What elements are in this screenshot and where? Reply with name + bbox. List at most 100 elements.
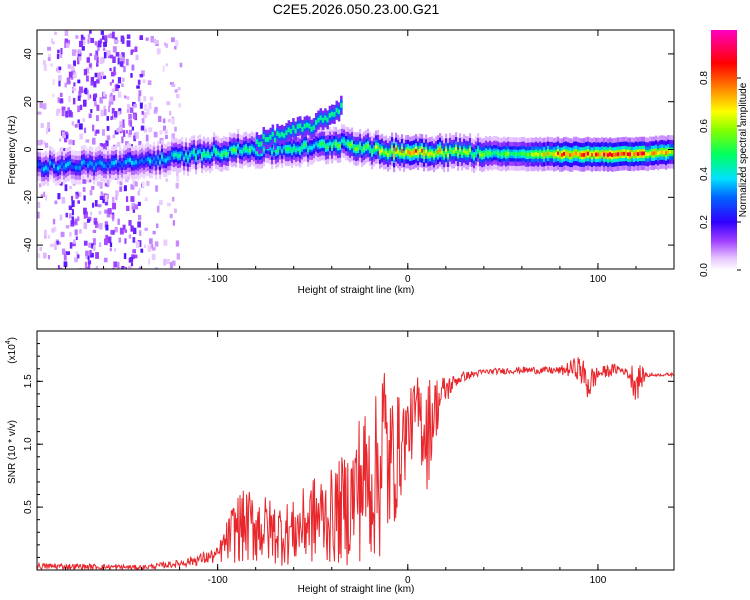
- heatmap-ridge-cell: [393, 153, 396, 158]
- heatmap-ridge-cell: [549, 152, 552, 156]
- heatmap-ridge-cell: [345, 141, 348, 146]
- heatmap-ridge-cell: [457, 152, 460, 156]
- heatmap-noise-cell: [87, 39, 90, 44]
- heatmap-ridge-cell: [379, 149, 382, 154]
- heatmap-ridge-cell: [289, 146, 292, 151]
- heatmap-noise-cell: [94, 54, 98, 61]
- heatmap-noise-cell: [134, 268, 138, 269]
- heatmap-noise-cell: [179, 62, 183, 68]
- heatmap-noise-cell: [125, 176, 129, 183]
- heatmap-noise-cell: [111, 71, 115, 77]
- heatmap-noise-cell: [137, 190, 140, 196]
- heatmap-ridge-cell: [197, 150, 200, 155]
- snr-frame: [36, 330, 675, 571]
- heatmap-ridge-cell: [473, 154, 476, 159]
- heatmap-branch-cell: [278, 133, 281, 138]
- heatmap-noise-cell: [111, 196, 115, 203]
- heatmap-ridge-cell: [127, 158, 130, 162]
- heatmap-noise-cell: [137, 79, 141, 85]
- heatmap-noise-cell: [90, 76, 95, 82]
- heatmap-noise-cell: [45, 194, 48, 201]
- heatmap-noise-cell: [55, 111, 60, 116]
- heatmap-noise-cell: [99, 181, 103, 189]
- heatmap-ridge-cell: [85, 161, 88, 165]
- heatmap-noise-cell: [111, 214, 115, 220]
- heatmap-ridge-cell: [315, 142, 318, 146]
- heatmap-noise-cell: [78, 48, 81, 54]
- heatmap-branch-cell: [301, 126, 304, 132]
- heatmap-noise-cell: [88, 242, 92, 248]
- heatmap-noise-cell: [68, 212, 72, 219]
- heatmap-noise-cell: [137, 201, 141, 206]
- heatmap-ridge-cell: [295, 148, 298, 152]
- heatmap-ridge-cell: [101, 161, 104, 166]
- heatmap-noise-cell: [152, 230, 156, 235]
- heatmap-noise-cell: [64, 131, 68, 135]
- heatmap-noise-cell: [169, 110, 172, 116]
- heatmap-ridge-cell: [45, 165, 48, 170]
- heatmap-noise-cell: [111, 107, 115, 114]
- heatmap-noise-cell: [138, 266, 142, 269]
- heatmap-noise-cell: [80, 40, 83, 47]
- heatmap-noise-cell: [106, 135, 111, 141]
- heatmap-ridge-cell: [375, 145, 378, 150]
- heatmap-noise-cell: [106, 193, 109, 200]
- heatmap-noise-cell: [115, 52, 120, 57]
- heatmap-ridge-cell: [463, 148, 466, 153]
- heatmap-ridge-cell: [409, 151, 412, 156]
- heatmap-noise-cell: [77, 105, 81, 113]
- heatmap-noise-cell: [44, 229, 47, 237]
- heatmap-noise-cell: [107, 106, 111, 113]
- heatmap-noise-cell: [87, 93, 90, 101]
- heatmap-noise-cell: [56, 53, 60, 60]
- heatmap-noise-cell: [63, 253, 67, 261]
- heatmap-ridge-cell: [611, 153, 614, 157]
- heatmap-ridge-cell: [79, 165, 82, 170]
- heatmap-noise-cell: [63, 137, 68, 143]
- heatmap-noise-cell: [146, 108, 150, 116]
- heatmap-noise-cell: [37, 140, 42, 146]
- heatmap-ridge-cell: [263, 147, 266, 152]
- heatmap-ridge-cell: [241, 150, 244, 154]
- spectrogram-heatmap: [37, 30, 674, 269]
- heatmap-ridge-cell: [335, 141, 338, 146]
- heatmap-noise-cell: [109, 99, 114, 105]
- heatmap-ridge-cell: [237, 144, 240, 148]
- heatmap-ridge-cell: [183, 156, 186, 161]
- heatmap-noise-cell: [113, 71, 117, 76]
- heatmap-ridge-cell: [107, 161, 110, 166]
- heatmap-ridge-cell: [385, 150, 388, 155]
- heatmap-ridge-cell: [543, 152, 546, 157]
- heatmap-noise-cell: [65, 110, 69, 118]
- heatmap-noise-cell: [112, 46, 117, 53]
- heatmap-branch-cell: [326, 117, 329, 123]
- snr-multiplier-base: (x10: [7, 344, 18, 364]
- heatmap-noise-cell: [131, 49, 135, 53]
- heatmap-branch-cell: [310, 126, 313, 132]
- heatmap-ridge-cell: [279, 145, 282, 150]
- heatmap-branch-cell: [312, 125, 316, 130]
- heatmap-noise-cell: [59, 214, 63, 221]
- heatmap-ridge-cell: [601, 151, 604, 156]
- heatmap-noise-cell: [126, 109, 130, 113]
- heatmap-noise-cell: [107, 208, 112, 215]
- heatmap-noise-cell: [93, 93, 98, 98]
- heatmap-noise-cell: [128, 113, 132, 120]
- heatmap-ridge-cell: [283, 145, 286, 150]
- heatmap-noise-cell: [44, 142, 49, 148]
- heatmap-ridge-cell: [561, 153, 564, 157]
- heatmap-noise-cell: [95, 252, 99, 259]
- heatmap-ridge-cell: [645, 152, 648, 156]
- heatmap-noise-cell: [121, 37, 125, 44]
- heatmap-noise-cell: [109, 94, 114, 102]
- heatmap-noise-cell: [106, 179, 110, 186]
- heatmap-noise-cell: [103, 91, 106, 97]
- heatmap-ridge-cell: [49, 160, 52, 165]
- heatmap-noise-cell: [75, 35, 79, 39]
- heatmap-noise-cell: [141, 181, 145, 188]
- heatmap-noise-cell: [87, 260, 92, 265]
- heatmap-ridge-cell: [215, 150, 218, 155]
- heatmap-ridge-cell: [369, 147, 372, 151]
- heatmap-noise-cell: [154, 106, 158, 112]
